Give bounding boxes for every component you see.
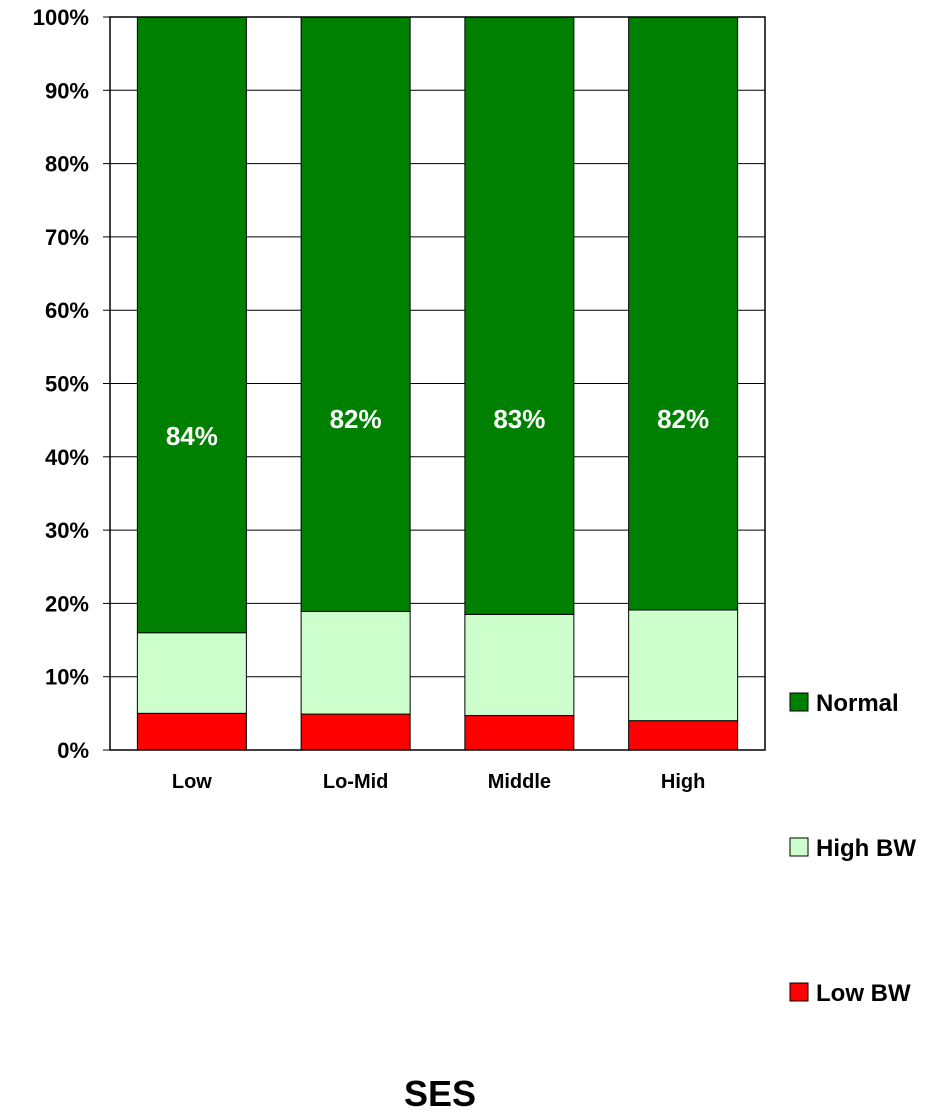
data-label: 82% [657, 404, 709, 434]
bar-high-bw-middle [464, 613, 575, 717]
y-tick-label: 30% [45, 518, 89, 543]
x-tick-label: Low [172, 771, 212, 793]
data-label: 83% [493, 404, 545, 434]
bar-normal-high [628, 16, 739, 611]
bar-normal-middle [464, 16, 575, 615]
y-tick-label: 80% [45, 152, 89, 177]
bar-low-bw-low [136, 712, 247, 751]
data-labels: 84% 82% 83% 82% [166, 404, 709, 451]
bar-low-bw-middle [464, 715, 575, 751]
y-tick-labels: 0% 10% 20% 30% 40% 50% 60% 70% 80% 90% 100% [33, 5, 89, 763]
y-tick-label: 10% [45, 665, 89, 690]
plot-frame [103, 16, 766, 751]
y-tick-label: 50% [45, 372, 89, 397]
bar-high-bw-high [628, 609, 739, 722]
bar-high-bw-low [136, 632, 247, 714]
bar-high-bw-lo-mid [300, 610, 411, 715]
x-tick-label: High [661, 771, 705, 793]
y-tick-label: 40% [45, 445, 89, 470]
data-label: 82% [330, 404, 382, 434]
y-tick-label: 70% [45, 225, 89, 250]
x-tick-label: Middle [488, 771, 551, 793]
bar-low-bw-high [628, 720, 739, 751]
x-tick-label: Lo-Mid [323, 771, 389, 793]
data-label: 84% [166, 421, 218, 451]
legend-label-low-bw: Low BW [816, 980, 911, 1007]
bar-low-bw-lo-mid [300, 713, 411, 751]
legend: Normal High BW Low BW [789, 690, 916, 1007]
legend-swatch-high-bw [789, 837, 809, 857]
legend-label-normal: Normal [816, 690, 899, 717]
legend-swatch-low-bw [789, 982, 809, 1002]
y-tick-label: 90% [45, 78, 89, 103]
legend-label-high-bw: High BW [816, 835, 916, 862]
bars [136, 16, 739, 751]
x-tick-labels: Low Lo-Mid Middle High [172, 771, 705, 793]
legend-swatch-normal [789, 692, 809, 712]
y-tick-label: 0% [57, 738, 89, 763]
y-tick-label: 100% [33, 5, 89, 30]
y-tick-label: 20% [45, 591, 89, 616]
x-axis-title: SES [404, 1073, 476, 1114]
bar-normal-low [136, 16, 247, 634]
y-tick-label: 60% [45, 298, 89, 323]
bar-normal-lo-mid [300, 16, 411, 612]
plot-border [109, 16, 766, 751]
